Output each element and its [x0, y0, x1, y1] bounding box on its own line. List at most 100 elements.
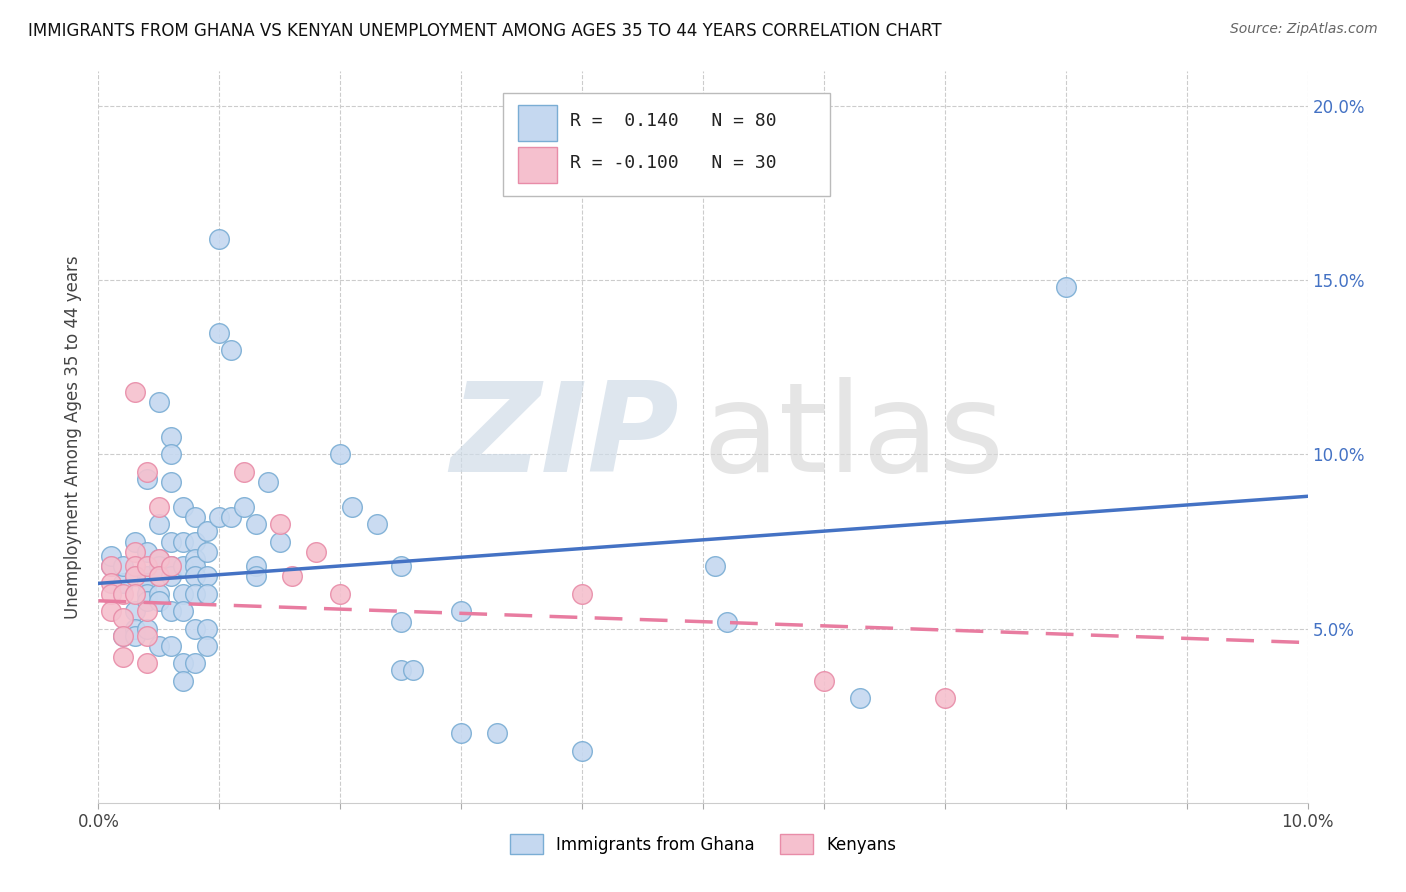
- Point: [571, 587, 593, 601]
- Point: [135, 594, 157, 608]
- Point: [160, 430, 183, 444]
- Point: [148, 517, 170, 532]
- Point: [389, 615, 412, 629]
- Point: [100, 549, 122, 563]
- Legend: Immigrants from Ghana, Kenyans: Immigrants from Ghana, Kenyans: [503, 828, 903, 860]
- Point: [124, 569, 146, 583]
- Point: [195, 524, 218, 538]
- Point: [160, 558, 183, 573]
- Point: [256, 475, 278, 490]
- Point: [148, 594, 170, 608]
- Point: [148, 569, 170, 583]
- Point: [100, 587, 122, 601]
- Point: [195, 569, 218, 583]
- Point: [135, 587, 157, 601]
- Point: [100, 558, 122, 573]
- Point: [172, 673, 194, 688]
- Point: [172, 657, 194, 671]
- Point: [124, 622, 146, 636]
- Y-axis label: Unemployment Among Ages 35 to 44 years: Unemployment Among Ages 35 to 44 years: [65, 255, 83, 619]
- Point: [111, 611, 134, 625]
- Point: [111, 587, 134, 601]
- Point: [111, 629, 134, 643]
- Point: [124, 604, 146, 618]
- Point: [813, 673, 835, 688]
- Point: [100, 558, 122, 573]
- Text: R = -0.100   N = 30: R = -0.100 N = 30: [569, 153, 776, 172]
- Point: [184, 558, 207, 573]
- Point: [704, 558, 727, 573]
- FancyBboxPatch shape: [517, 105, 557, 141]
- Text: atlas: atlas: [703, 376, 1005, 498]
- Point: [172, 500, 194, 514]
- Point: [100, 576, 122, 591]
- Point: [148, 552, 170, 566]
- Point: [172, 604, 194, 618]
- Point: [184, 569, 207, 583]
- Point: [160, 534, 183, 549]
- Point: [402, 664, 425, 678]
- Point: [124, 545, 146, 559]
- Point: [160, 604, 183, 618]
- Point: [160, 448, 183, 462]
- FancyBboxPatch shape: [503, 94, 830, 195]
- Point: [450, 726, 472, 740]
- Point: [195, 639, 218, 653]
- Point: [208, 231, 231, 245]
- Point: [148, 639, 170, 653]
- Point: [195, 622, 218, 636]
- Point: [389, 664, 412, 678]
- Point: [172, 587, 194, 601]
- Point: [124, 587, 146, 601]
- Point: [184, 622, 207, 636]
- Point: [148, 558, 170, 573]
- Point: [849, 691, 872, 706]
- Point: [221, 343, 243, 357]
- Point: [269, 517, 291, 532]
- Point: [148, 500, 170, 514]
- Point: [389, 558, 412, 573]
- Point: [135, 558, 157, 573]
- Point: [124, 384, 146, 399]
- Point: [100, 604, 122, 618]
- Point: [281, 569, 304, 583]
- Point: [111, 558, 134, 573]
- Point: [342, 500, 364, 514]
- Point: [269, 534, 291, 549]
- Point: [135, 576, 157, 591]
- Point: [184, 534, 207, 549]
- Point: [124, 558, 146, 573]
- Point: [245, 517, 267, 532]
- Point: [148, 569, 170, 583]
- Point: [716, 615, 738, 629]
- Text: Source: ZipAtlas.com: Source: ZipAtlas.com: [1230, 22, 1378, 37]
- Point: [135, 545, 157, 559]
- Text: R =  0.140   N = 80: R = 0.140 N = 80: [569, 112, 776, 130]
- Point: [486, 726, 509, 740]
- Point: [124, 534, 146, 549]
- Point: [329, 587, 352, 601]
- Point: [135, 604, 157, 618]
- Point: [111, 629, 134, 643]
- FancyBboxPatch shape: [517, 146, 557, 183]
- Point: [160, 475, 183, 490]
- Point: [184, 657, 207, 671]
- Point: [160, 569, 183, 583]
- Point: [148, 552, 170, 566]
- Point: [184, 587, 207, 601]
- Point: [160, 639, 183, 653]
- Point: [135, 622, 157, 636]
- Point: [160, 558, 183, 573]
- Point: [934, 691, 956, 706]
- Point: [329, 448, 352, 462]
- Point: [172, 534, 194, 549]
- Point: [208, 326, 231, 340]
- Point: [135, 569, 157, 583]
- Point: [195, 587, 218, 601]
- Point: [124, 629, 146, 643]
- Point: [135, 657, 157, 671]
- Point: [111, 649, 134, 664]
- Point: [450, 604, 472, 618]
- Point: [184, 510, 207, 524]
- Point: [245, 569, 267, 583]
